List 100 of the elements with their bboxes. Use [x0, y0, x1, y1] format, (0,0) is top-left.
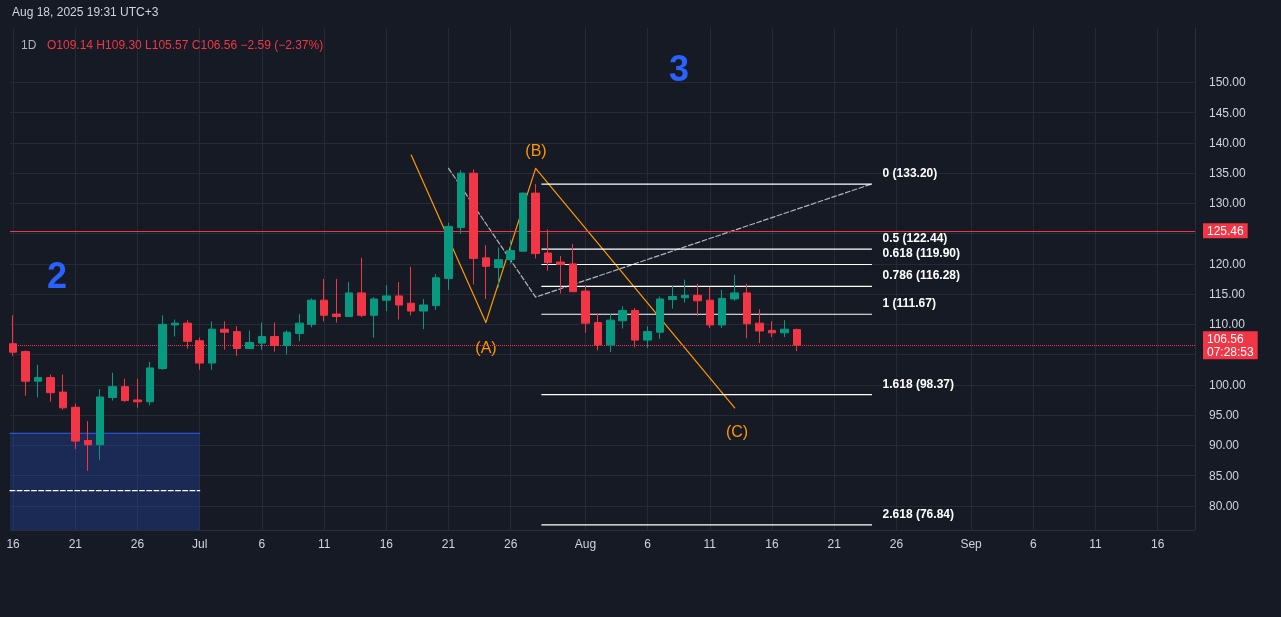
- candlestick: [320, 278, 328, 322]
- candlestick: [382, 284, 391, 312]
- series-label: 0.618 (119.90): [882, 246, 960, 261]
- x-tick-label: 26: [889, 537, 904, 551]
- x-tick-label: 26: [130, 537, 145, 551]
- candlestick: [370, 296, 378, 339]
- series-label: 1.618 (98.37): [882, 376, 954, 391]
- candlestick: [158, 314, 167, 371]
- x-tick-label: 16: [1151, 537, 1165, 551]
- candlestick: [121, 378, 129, 403]
- y-tick-label: 145.00: [1209, 105, 1247, 120]
- candlestick: [295, 313, 304, 342]
- x-tick-label: 11: [1089, 537, 1103, 551]
- candlestick: [96, 388, 104, 461]
- candlestick: [643, 325, 652, 349]
- x-tick-label: Aug: [574, 537, 597, 551]
- x-tick-label: 11: [317, 537, 331, 551]
- candlestick: [133, 378, 142, 409]
- text: Aug 18, 2025 19:31 UTC+3: [12, 5, 159, 19]
- y-tick-label: 150.00: [1209, 75, 1247, 90]
- y-tick-label: 135.00: [1209, 166, 1247, 181]
- y-tick-label: 95.00: [1209, 408, 1240, 423]
- candlestick: [444, 222, 453, 291]
- candlestick: [245, 329, 254, 350]
- x-tick-label: 21: [827, 537, 842, 551]
- candlestick: [482, 244, 490, 300]
- candlestick: [618, 305, 627, 330]
- x-tick-label: 16: [379, 537, 394, 551]
- candlestick: [283, 329, 291, 356]
- candlestick: [345, 281, 353, 317]
- x-tick-label: 16: [765, 537, 779, 551]
- ref-line-label: 125.46: [1207, 223, 1245, 238]
- text: O109.14 H109.30 L105.57 C106.56 −2.59 (−2.37%): [47, 38, 324, 52]
- y-tick-label: 115.00: [1209, 287, 1246, 302]
- annotation: 3: [668, 47, 690, 89]
- x-tick-label: 21: [68, 537, 83, 551]
- series-label: 0.786 (116.28): [882, 268, 960, 283]
- candlestick: [457, 169, 465, 235]
- x-tick-label: 6: [1029, 537, 1037, 551]
- candlestick: [706, 286, 714, 329]
- candlestick: [208, 320, 216, 371]
- candlestick: [581, 285, 590, 334]
- candlestick: [569, 243, 577, 293]
- candlestick: [108, 372, 117, 402]
- candlestick: [743, 283, 751, 339]
- candlestick: [494, 247, 503, 288]
- candlestick: [506, 239, 515, 265]
- annotation: 2: [46, 254, 68, 296]
- candlestick: [432, 273, 440, 311]
- candlestick: [332, 278, 341, 324]
- x-tick-label: 6: [644, 537, 652, 551]
- annotation: (A): [475, 338, 497, 356]
- candlestick: [21, 349, 30, 397]
- ref-line-label: 106.56 07:28:53: [1207, 331, 1255, 359]
- candlestick: [419, 298, 428, 330]
- y-tick-label: 90.00: [1209, 438, 1240, 453]
- y-tick-label: 130.00: [1209, 196, 1247, 211]
- candlestick: [606, 313, 615, 353]
- candlestick: [556, 255, 565, 295]
- x-tick-label: 16: [6, 537, 21, 551]
- series-label: 0.5 (122.44): [882, 231, 948, 246]
- series-label: 0 (133.20): [882, 166, 938, 181]
- candlestick: [34, 364, 42, 399]
- candlestick: [755, 308, 764, 344]
- candlestick: [730, 274, 739, 302]
- x-tick-label: 6: [258, 537, 266, 551]
- y-tick-label: 80.00: [1209, 498, 1240, 513]
- series-label: 1 (111.67): [882, 296, 936, 311]
- y-tick-label: 100.00: [1209, 377, 1247, 392]
- candlestick: [407, 266, 415, 316]
- y-tick-label: 110.00: [1209, 317, 1246, 332]
- candlestick: [357, 257, 366, 318]
- candlestick: [780, 319, 789, 338]
- candlestick: [768, 320, 776, 338]
- x-tick-label: 11: [703, 537, 717, 551]
- x-tick-label: Jul: [192, 537, 208, 551]
- annotation: (C): [725, 422, 749, 440]
- annotation: (B): [525, 141, 547, 159]
- candlestick: [693, 283, 702, 317]
- x-tick-label: Sep: [960, 537, 983, 551]
- candlestick: [395, 281, 403, 321]
- candlestick: [146, 361, 154, 406]
- x-tick-label: 26: [504, 537, 518, 551]
- candlestick: [71, 403, 80, 450]
- candlestick: [171, 319, 179, 337]
- candlestick: [519, 192, 527, 252]
- y-tick-label: 85.00: [1209, 468, 1240, 483]
- y-tick-label: 120.00: [1209, 256, 1247, 271]
- candlestick: [46, 374, 55, 403]
- candlestick: [59, 374, 67, 411]
- candlestick: [656, 296, 664, 340]
- candlestick: [668, 285, 677, 310]
- candlestick: [258, 322, 266, 351]
- series-label: 2.618 (76.84): [882, 506, 954, 521]
- candlestick: [84, 420, 92, 472]
- candlestick: [718, 289, 726, 329]
- text: 1D: [21, 38, 37, 52]
- x-tick-label: 21: [441, 537, 456, 551]
- candlestick: [681, 279, 689, 304]
- y-tick-label: 140.00: [1209, 135, 1247, 150]
